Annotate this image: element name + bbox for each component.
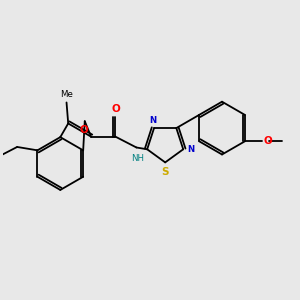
Text: O: O bbox=[80, 125, 88, 135]
Text: O: O bbox=[264, 136, 273, 146]
Text: NH: NH bbox=[132, 154, 145, 163]
Text: S: S bbox=[161, 167, 169, 177]
Text: Me: Me bbox=[60, 90, 73, 99]
Text: N: N bbox=[149, 116, 156, 125]
Text: O: O bbox=[111, 103, 120, 114]
Text: N: N bbox=[187, 145, 194, 154]
